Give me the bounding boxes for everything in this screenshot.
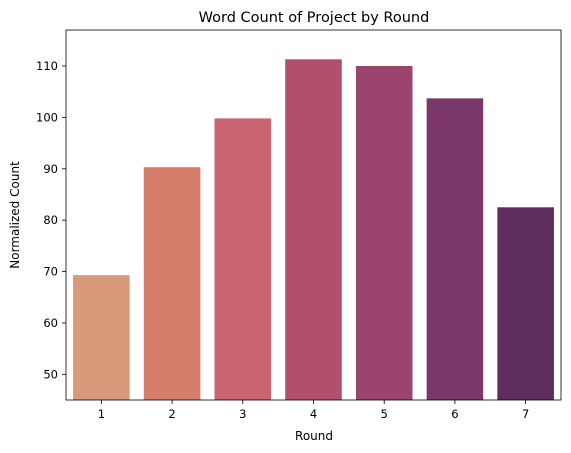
bar-round-3 xyxy=(214,118,272,400)
bar-round-7 xyxy=(497,207,554,400)
x-tick-label: 6 xyxy=(451,407,458,421)
bar-round-6 xyxy=(426,98,484,400)
y-axis: 50 60 70 80 90 100 110 xyxy=(36,59,66,381)
y-tick-label: 50 xyxy=(43,367,58,381)
x-tick-label: 7 xyxy=(522,407,529,421)
bar-round-5 xyxy=(355,65,413,400)
x-axis-label: Round xyxy=(295,429,333,443)
y-tick-label: 100 xyxy=(36,110,58,124)
x-tick-label: 1 xyxy=(98,407,105,421)
y-tick-label: 80 xyxy=(43,213,58,227)
x-tick-label: 2 xyxy=(168,407,175,421)
bar-round-2 xyxy=(143,167,201,400)
bar-round-1 xyxy=(73,275,130,400)
bar-round-4 xyxy=(285,59,342,401)
x-tick-label: 5 xyxy=(381,407,388,421)
y-tick-label: 110 xyxy=(36,59,58,73)
x-axis: 1 2 3 4 5 6 7 xyxy=(98,400,529,421)
y-tick-label: 70 xyxy=(43,265,58,279)
y-tick-label: 60 xyxy=(43,316,58,330)
chart-title: Word Count of Project by Round xyxy=(199,10,430,26)
x-tick-label: 3 xyxy=(239,407,246,421)
y-axis-label: Normalized Count xyxy=(8,161,22,269)
plot-frame xyxy=(65,29,562,401)
y-tick-label: 90 xyxy=(43,162,58,176)
x-tick-label: 4 xyxy=(310,407,317,421)
bars-layer xyxy=(73,59,554,401)
